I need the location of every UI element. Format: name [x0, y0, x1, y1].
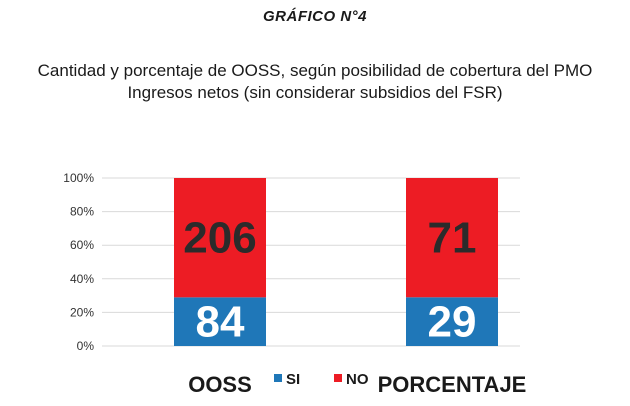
chart-title: Cantidad y porcentaje de OOSS, según pos… — [0, 60, 630, 104]
data-label: 29 — [428, 298, 477, 347]
bar-segment-si — [406, 297, 498, 346]
y-tick-label: 0% — [77, 339, 95, 353]
y-tick-label: 80% — [70, 205, 94, 219]
y-tick-label: 20% — [70, 305, 94, 319]
y-tick-label: 60% — [70, 238, 94, 252]
bar-segment-no — [406, 178, 498, 298]
category-label: OOSS — [188, 372, 252, 397]
data-label: 71 — [428, 214, 477, 263]
legend-swatch-no — [334, 374, 342, 382]
bar-segment-no — [174, 178, 266, 298]
chart-title-line-2: Ingresos netos (sin considerar subsidios… — [127, 83, 503, 102]
data-label: 84 — [196, 298, 245, 347]
legend-swatch-si — [274, 374, 282, 382]
data-label: 206 — [183, 214, 256, 263]
legend-label: NO — [346, 371, 369, 388]
y-tick-label: 100% — [63, 171, 94, 185]
y-tick-label: 40% — [70, 272, 94, 286]
category-label: PORCENTAJE — [378, 372, 527, 397]
chart-title-line-1: Cantidad y porcentaje de OOSS, según pos… — [37, 61, 593, 80]
bar-segment-si — [174, 297, 266, 346]
legend-label: SI — [286, 371, 300, 388]
section-title: GRÁFICO N°4 — [262, 8, 367, 25]
